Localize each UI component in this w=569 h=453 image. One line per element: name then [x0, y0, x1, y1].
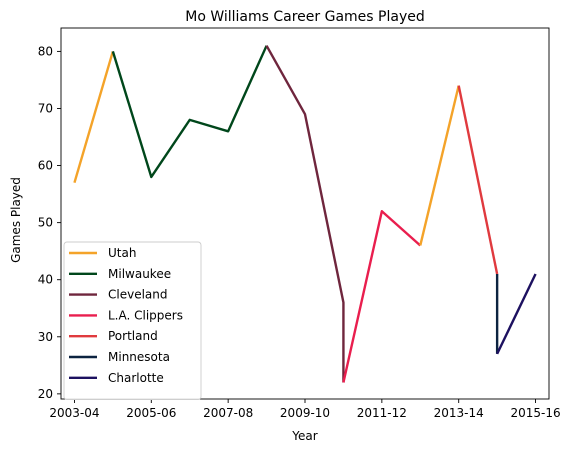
series-line-1 — [73, 51, 115, 184]
y-tick-label: 40 — [38, 273, 53, 287]
x-tick-label: 2005-06 — [126, 406, 176, 420]
plot-area: 2003-04 2005-06 2007-08 2009-10 2011-12 2013-… — [38, 27, 561, 420]
y-tick-label: 60 — [38, 159, 53, 173]
chart-title: Mo Williams Career Games Played — [185, 9, 425, 25]
legend-box — [63, 241, 202, 401]
legend: Utah Milwaukee Cleveland L.A. Clippers Portl… — [63, 241, 202, 401]
x-tick-label: 2003-04 — [49, 406, 99, 420]
series-line-6 — [457, 85, 499, 275]
legend-label: Utah — [108, 246, 136, 260]
y-tick-label: 20 — [38, 387, 53, 401]
legend-label: Minnesota — [108, 350, 170, 364]
x-tick-label: 2013-14 — [434, 406, 484, 420]
y-tick-label: 70 — [38, 101, 53, 115]
x-axis-title: Year — [291, 429, 317, 443]
y-tick-label: 80 — [38, 44, 53, 58]
x-tick-label: 2011-12 — [357, 406, 407, 420]
legend-label: Charlotte — [108, 371, 164, 385]
x-tick-label: 2015-16 — [510, 406, 560, 420]
series-line-3 — [265, 45, 345, 383]
y-tick-label: 30 — [38, 330, 53, 344]
legend-label: L.A. Clippers — [108, 308, 183, 322]
legend-label: Portland — [108, 329, 158, 343]
y-axis-title: Games Played — [9, 177, 23, 263]
x-tick-label: 2007-08 — [203, 406, 253, 420]
legend-label: Cleveland — [108, 288, 168, 302]
series-line-4 — [342, 210, 422, 383]
series-line-5 — [419, 85, 460, 246]
x-tick-label: 2009-10 — [280, 406, 330, 420]
series-line-8 — [496, 273, 537, 355]
legend-label: Milwaukee — [108, 267, 171, 281]
y-tick-label: 50 — [38, 216, 53, 230]
series-line-2 — [111, 45, 268, 179]
